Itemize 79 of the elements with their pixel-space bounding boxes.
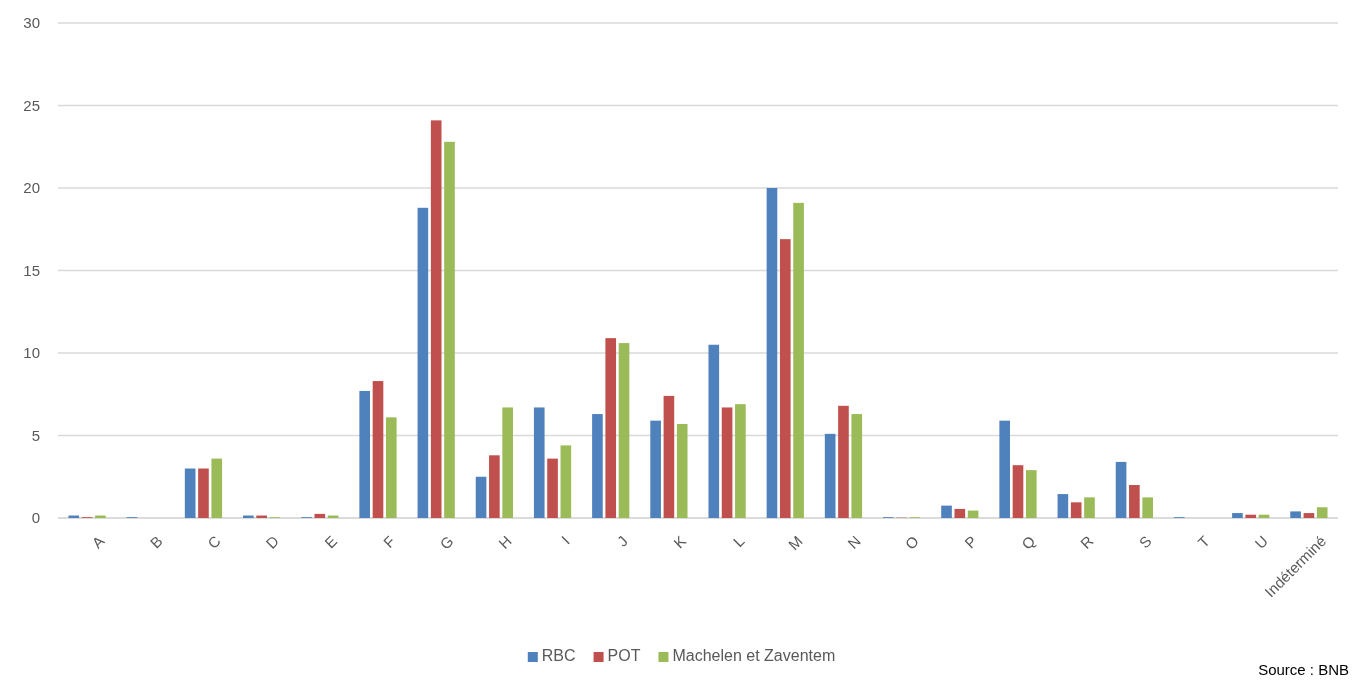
x-tick-label: R <box>1076 532 1097 552</box>
bar <box>1057 494 1069 518</box>
source-note: Source : BNB <box>1258 661 1349 678</box>
legend-label: Machelen et Zaventem <box>672 647 836 664</box>
bar <box>954 508 966 518</box>
y-tick-label: 30 <box>23 14 40 32</box>
bar <box>475 476 487 518</box>
bar <box>676 423 688 518</box>
bar <box>1012 465 1024 518</box>
bar <box>430 120 442 518</box>
y-tick-label: 5 <box>31 426 40 444</box>
bar <box>650 420 661 518</box>
bar <box>766 188 778 518</box>
x-tick-label: L <box>729 532 748 551</box>
bar <box>735 404 746 518</box>
bar <box>547 458 558 518</box>
bar <box>1115 461 1127 518</box>
bar <box>1232 513 1243 518</box>
bar <box>663 395 675 518</box>
bar <box>941 505 952 518</box>
bar <box>793 202 804 518</box>
x-tick-label: S <box>1135 532 1155 552</box>
bar <box>533 407 545 518</box>
legend-label: POT <box>607 647 641 664</box>
bar <box>560 445 572 518</box>
x-tick-label: E <box>321 532 341 552</box>
bar <box>1070 502 1082 518</box>
bar <box>489 455 500 518</box>
y-tick-label: 15 <box>23 261 40 279</box>
x-tick-label: G <box>436 532 457 553</box>
bar <box>502 407 513 518</box>
bar <box>1084 497 1095 518</box>
bar <box>1316 507 1328 518</box>
bar <box>851 414 863 518</box>
bar <box>314 513 326 518</box>
bar <box>1142 497 1153 518</box>
y-tick-label: 10 <box>23 344 40 362</box>
bar <box>1025 470 1037 518</box>
x-tick-label: M <box>784 532 806 554</box>
bar <box>721 407 733 518</box>
bar <box>359 390 371 518</box>
bar <box>417 207 429 518</box>
bar <box>211 458 223 518</box>
y-tick-label: 25 <box>23 96 40 114</box>
bar <box>1129 485 1140 518</box>
bar <box>779 239 791 518</box>
bar <box>385 417 397 518</box>
x-tick-label: N <box>844 532 864 552</box>
bar <box>444 141 455 518</box>
bar <box>1303 513 1315 518</box>
bar <box>824 433 836 518</box>
bar <box>838 405 849 518</box>
bar <box>1245 514 1257 518</box>
x-tick-label: K <box>670 532 690 552</box>
x-tick-label: H <box>494 532 515 552</box>
x-tick-label: T <box>1194 532 1213 551</box>
bar <box>1290 511 1301 518</box>
bar <box>198 468 209 518</box>
x-tick-label: A <box>88 532 108 552</box>
bar <box>372 381 384 518</box>
y-tick-label: 0 <box>31 509 40 527</box>
bar <box>708 344 720 518</box>
bar <box>618 343 630 518</box>
bar <box>605 338 617 518</box>
x-tick-label: U <box>1251 532 1272 552</box>
x-tick-label: I <box>557 532 573 548</box>
bar <box>184 468 196 518</box>
x-tick-label: P <box>961 532 981 552</box>
x-tick-label: Q <box>1018 532 1039 553</box>
x-tick-label: O <box>901 532 922 553</box>
bar <box>592 414 603 518</box>
x-tick-label: B <box>146 532 166 552</box>
x-tick-label: J <box>613 532 632 550</box>
bar <box>999 420 1011 518</box>
x-tick-label: F <box>379 532 399 551</box>
legend-label: RBC <box>541 647 576 664</box>
x-tick-label: D <box>262 532 283 552</box>
x-tick-label: C <box>204 532 224 552</box>
y-tick-label: 20 <box>23 179 40 197</box>
